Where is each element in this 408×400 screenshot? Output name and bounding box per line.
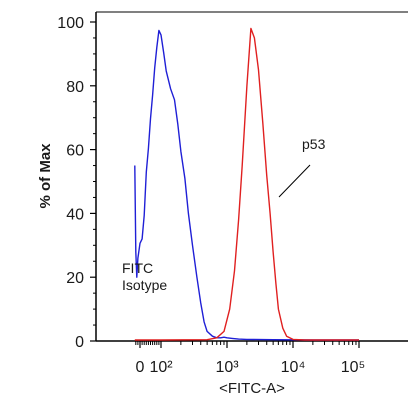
y-axis-ticks: 0 20 40 60 80 100 <box>57 15 96 351</box>
y-tick-label: 40 <box>66 206 84 223</box>
isotype-histogram-line <box>134 29 359 341</box>
y-tick-label: 0 <box>75 334 84 351</box>
y-tick-label: 80 <box>66 79 84 96</box>
y-tick-label: 60 <box>66 143 84 160</box>
x-tick-label: 0 <box>136 359 145 376</box>
x-tick-label: 10⁴ <box>281 359 306 376</box>
x-axis-title: <FITC-A> <box>219 380 285 397</box>
p53-annotation-pointer <box>278 164 311 198</box>
p53-annotation-label: p53 <box>302 136 326 152</box>
isotype-annotation-label: FITC <box>122 260 153 276</box>
x-tick-label: 10² <box>149 359 173 376</box>
series-layer <box>134 27 359 341</box>
y-axis-title: % of Max <box>37 143 54 209</box>
x-tick-label: 10⁵ <box>341 359 365 376</box>
x-tick-label: 10³ <box>215 359 239 376</box>
y-tick-label: 20 <box>66 270 84 287</box>
p53-histogram-line <box>134 27 359 341</box>
isotype-annotation-label: Isotype <box>122 277 167 293</box>
x-axis-ticks: 0 10² 10³ 10⁴ 10⁵ <box>135 341 365 376</box>
y-tick-label: 100 <box>57 15 84 32</box>
